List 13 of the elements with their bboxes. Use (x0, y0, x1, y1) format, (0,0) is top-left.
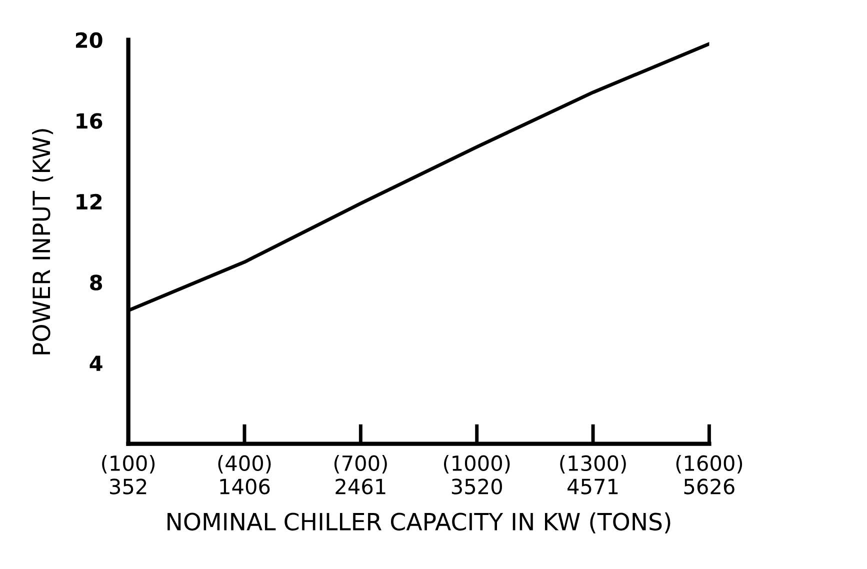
x-tick-label: (1300) 4571 (560, 454, 626, 494)
x-tick-label: (700) 2461 (334, 454, 387, 494)
y-tick-label: 4 (90, 356, 102, 371)
x-axis-title: NOMINAL CHILLER CAPACITY IN KW (TONS) (168, 512, 670, 534)
x-tick-label: (1000) 3520 (444, 454, 510, 494)
x-tick-label: (1600) 5626 (676, 454, 742, 494)
y-tick-label: 20 (76, 32, 102, 48)
y-axis-title: POWER INPUT (KW) (32, 129, 54, 354)
y-tick-label: 12 (76, 194, 102, 210)
x-tick-label: (400) 1406 (218, 454, 271, 494)
y-tick-label: 8 (90, 274, 102, 290)
x-tick-label: (100) 352 (102, 454, 155, 494)
y-tick-label: 16 (76, 113, 102, 129)
